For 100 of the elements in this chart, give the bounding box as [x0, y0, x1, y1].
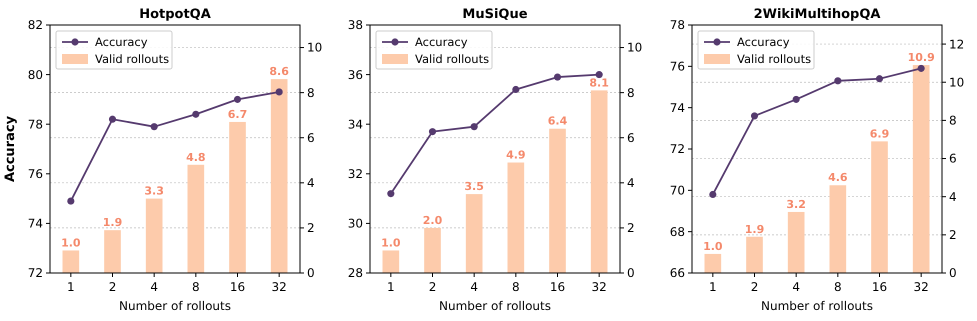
y2-tick-label: 2 — [627, 221, 635, 236]
bar — [146, 198, 162, 273]
bar — [746, 236, 763, 273]
x-tick-label: 1 — [387, 280, 395, 294]
chart-title: 2WikiMultihopQA — [754, 7, 880, 22]
chart-title: MuSiQue — [462, 7, 528, 22]
data-label: 3.5 — [464, 180, 484, 194]
data-label: 4.9 — [506, 148, 526, 162]
data-label: 1.0 — [381, 236, 401, 250]
x-tick-label: 2 — [428, 280, 436, 294]
y-tick-label: 32 — [348, 167, 363, 181]
bar — [788, 212, 804, 273]
y-axis-title: Accuracy — [3, 115, 18, 182]
data-label: 1.9 — [744, 222, 764, 236]
y-tick-label: 34 — [348, 117, 363, 132]
y-tick-label: 78 — [670, 18, 685, 32]
point — [67, 198, 74, 205]
bar — [704, 254, 722, 273]
legend-label: Valid rollouts — [737, 52, 812, 66]
x-tick-label: 32 — [272, 280, 287, 294]
y-tick-label: 28 — [348, 266, 363, 280]
x-tick-label: 16 — [550, 280, 566, 294]
x-tick-label: 2 — [750, 280, 758, 294]
y2-tick-label: 8 — [307, 86, 315, 100]
data-label: 6.4 — [548, 114, 568, 128]
data-label: 3.2 — [786, 198, 806, 211]
x-axis-title: Number of rollouts — [761, 299, 873, 313]
x-tick-label: 1 — [67, 280, 75, 294]
y2-tick-label: 2 — [307, 221, 315, 236]
chart-title: HotpotQA — [139, 7, 211, 22]
x-tick-label: 32 — [914, 280, 929, 294]
legend-label: Valid rollouts — [95, 52, 170, 66]
y-tick-label: 78 — [28, 117, 43, 132]
data-label: 6.9 — [870, 127, 890, 140]
data-label: 4.8 — [186, 150, 206, 164]
bar — [382, 250, 400, 273]
y2-tick-label: 8 — [627, 86, 635, 100]
y2-tick-label: 0 — [307, 266, 315, 280]
y2-tick-label: 8 — [949, 114, 957, 128]
data-label: 8.1 — [589, 76, 609, 90]
data-label: 1.9 — [102, 216, 122, 230]
bar — [590, 90, 608, 273]
point — [709, 190, 716, 198]
y2-tick-label: 0 — [627, 266, 635, 280]
point — [596, 71, 603, 78]
bar — [104, 230, 121, 273]
y-tick-label: 82 — [28, 18, 43, 32]
x-axis-title: Number of rollouts — [119, 299, 231, 313]
y-tick-label: 30 — [348, 216, 363, 231]
legend-label: Accuracy — [737, 35, 790, 50]
y-tick-label: 36 — [348, 68, 363, 82]
y2-tick-label: 10 — [949, 75, 964, 90]
y2-tick-label: 6 — [627, 130, 635, 145]
data-label: 2.0 — [422, 214, 443, 227]
y2-tick-label: 4 — [627, 176, 635, 190]
y2-tick-label: 6 — [949, 152, 957, 166]
y2-tick-label: 0 — [949, 266, 957, 280]
data-label: 4.6 — [828, 171, 848, 184]
y-tick-label: 72 — [670, 142, 685, 156]
y-tick-label: 74 — [670, 100, 685, 115]
bar — [549, 128, 566, 273]
x-tick-label: 4 — [792, 280, 800, 294]
point — [276, 88, 283, 96]
point — [512, 86, 520, 94]
x-tick-label: 1 — [709, 280, 717, 294]
bar — [62, 250, 80, 273]
x-tick-label: 8 — [192, 280, 200, 294]
point — [234, 96, 242, 103]
point — [554, 74, 562, 81]
point — [150, 123, 158, 130]
point — [428, 128, 436, 136]
bar — [466, 194, 482, 273]
data-label: 1.0 — [703, 240, 723, 253]
y2-tick-label: 12 — [949, 37, 964, 52]
y-tick-label: 72 — [28, 266, 43, 280]
y-tick-label: 80 — [28, 68, 43, 82]
y2-tick-label: 6 — [307, 130, 315, 145]
bar — [424, 228, 441, 273]
point — [192, 110, 200, 118]
data-label: 6.7 — [228, 108, 248, 121]
y2-tick-label: 4 — [307, 176, 315, 190]
x-tick-label: 16 — [230, 280, 246, 294]
point — [750, 112, 758, 120]
point — [470, 123, 478, 130]
bar — [270, 79, 288, 273]
x-tick-label: 8 — [834, 280, 842, 294]
data-label: 1.0 — [61, 236, 81, 250]
y-tick-label: 68 — [670, 224, 685, 239]
bar — [830, 185, 846, 273]
x-tick-label: 32 — [592, 280, 607, 294]
bar — [188, 164, 204, 273]
y2-tick-label: 10 — [307, 40, 322, 55]
point — [918, 64, 925, 72]
data-label: 8.6 — [269, 65, 290, 78]
point — [108, 116, 116, 123]
y2-tick-label: 4 — [949, 190, 957, 204]
legend-label: Accuracy — [415, 35, 468, 50]
y-tick-label: 66 — [670, 266, 685, 280]
x-tick-label: 2 — [108, 280, 116, 294]
data-label: 3.3 — [144, 184, 164, 198]
